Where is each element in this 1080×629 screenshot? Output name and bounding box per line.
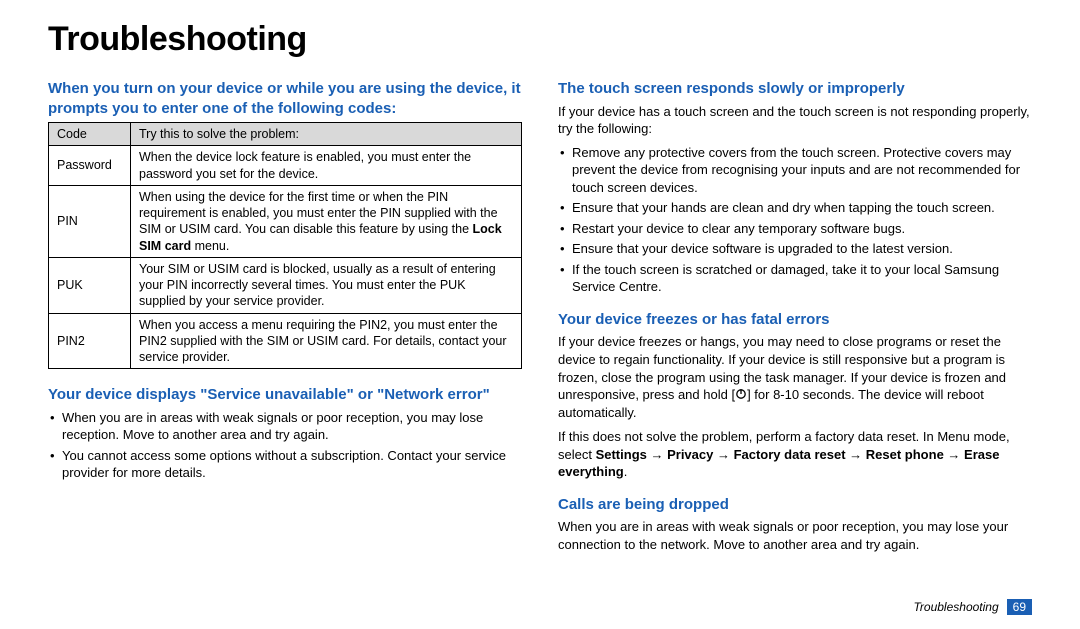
freezes-p2: If this does not solve the problem, perf… [558,428,1032,481]
code-cell: PUK [49,257,131,313]
list-item: If the touch screen is scratched or dama… [558,261,1032,296]
touchscreen-bullets: Remove any protective covers from the to… [558,144,1032,296]
list-item: Remove any protective covers from the to… [558,144,1032,197]
table-row: PIN2 When you access a menu requiring th… [49,313,522,369]
table-row: PIN When using the device for the first … [49,185,522,257]
list-item: You cannot access some options without a… [48,447,522,482]
section-title-calls-dropped: Calls are being dropped [558,495,1032,515]
code-cell: PIN [49,185,131,257]
code-cell: Password [49,146,131,186]
code-cell: PIN2 [49,313,131,369]
left-column: When you turn on your device or while yo… [48,79,522,559]
right-column: The touch screen responds slowly or impr… [558,79,1032,559]
section-title-codes: When you turn on your device or while yo… [48,79,522,118]
table-header-row: Code Try this to solve the problem: [49,123,522,146]
table-header-solve: Try this to solve the problem: [131,123,522,146]
solve-cell: Your SIM or USIM card is blocked, usuall… [131,257,522,313]
list-item: Restart your device to clear any tempora… [558,220,1032,238]
footer-section-name: Troubleshooting [913,600,998,614]
network-error-bullets: When you are in areas with weak signals … [48,409,522,482]
solve-cell: When the device lock feature is enabled,… [131,146,522,186]
table-row: PUK Your SIM or USIM card is blocked, us… [49,257,522,313]
solve-cell: When using the device for the first time… [131,185,522,257]
section-title-network-error: Your device displays "Service unavailabl… [48,385,522,405]
table-header-code: Code [49,123,131,146]
power-icon [735,387,747,405]
footer-page-number: 69 [1007,599,1032,615]
codes-table: Code Try this to solve the problem: Pass… [48,122,522,369]
section-title-freezes: Your device freezes or has fatal errors [558,310,1032,330]
touchscreen-intro: If your device has a touch screen and th… [558,103,1032,138]
section-title-touchscreen: The touch screen responds slowly or impr… [558,79,1032,99]
content-columns: When you turn on your device or while yo… [48,79,1032,559]
calls-dropped-p: When you are in areas with weak signals … [558,518,1032,553]
page-title: Troubleshooting [48,20,1032,59]
solve-cell: When you access a menu requiring the PIN… [131,313,522,369]
list-item: When you are in areas with weak signals … [48,409,522,444]
list-item: Ensure that your device software is upgr… [558,240,1032,258]
table-row: Password When the device lock feature is… [49,146,522,186]
page-footer: Troubleshooting 69 [913,599,1032,615]
list-item: Ensure that your hands are clean and dry… [558,199,1032,217]
freezes-p1: If your device freezes or hangs, you may… [558,333,1032,422]
